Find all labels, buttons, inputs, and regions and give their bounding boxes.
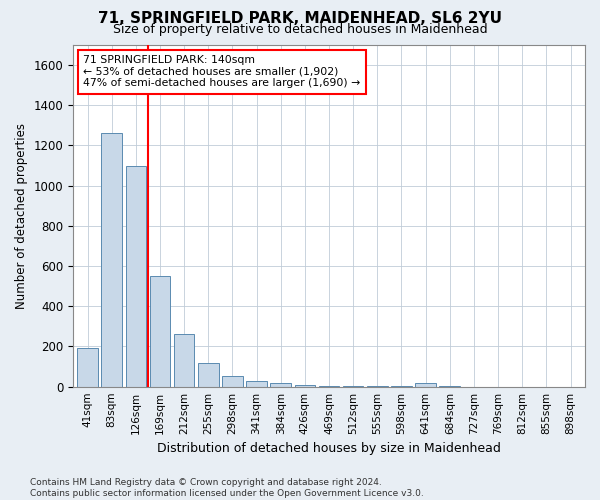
Bar <box>174 334 194 386</box>
Bar <box>295 384 315 386</box>
Bar <box>271 382 291 386</box>
Bar <box>150 276 170 386</box>
Bar <box>415 382 436 386</box>
Text: 71, SPRINGFIELD PARK, MAIDENHEAD, SL6 2YU: 71, SPRINGFIELD PARK, MAIDENHEAD, SL6 2Y… <box>98 11 502 26</box>
Text: Contains HM Land Registry data © Crown copyright and database right 2024.
Contai: Contains HM Land Registry data © Crown c… <box>30 478 424 498</box>
Bar <box>247 380 267 386</box>
Bar <box>101 134 122 386</box>
Y-axis label: Number of detached properties: Number of detached properties <box>15 123 28 309</box>
Bar <box>125 166 146 386</box>
Text: 71 SPRINGFIELD PARK: 140sqm
← 53% of detached houses are smaller (1,902)
47% of : 71 SPRINGFIELD PARK: 140sqm ← 53% of det… <box>83 56 361 88</box>
Text: Size of property relative to detached houses in Maidenhead: Size of property relative to detached ho… <box>113 22 487 36</box>
Bar <box>198 362 218 386</box>
Bar <box>222 376 242 386</box>
X-axis label: Distribution of detached houses by size in Maidenhead: Distribution of detached houses by size … <box>157 442 501 455</box>
Bar <box>77 348 98 387</box>
